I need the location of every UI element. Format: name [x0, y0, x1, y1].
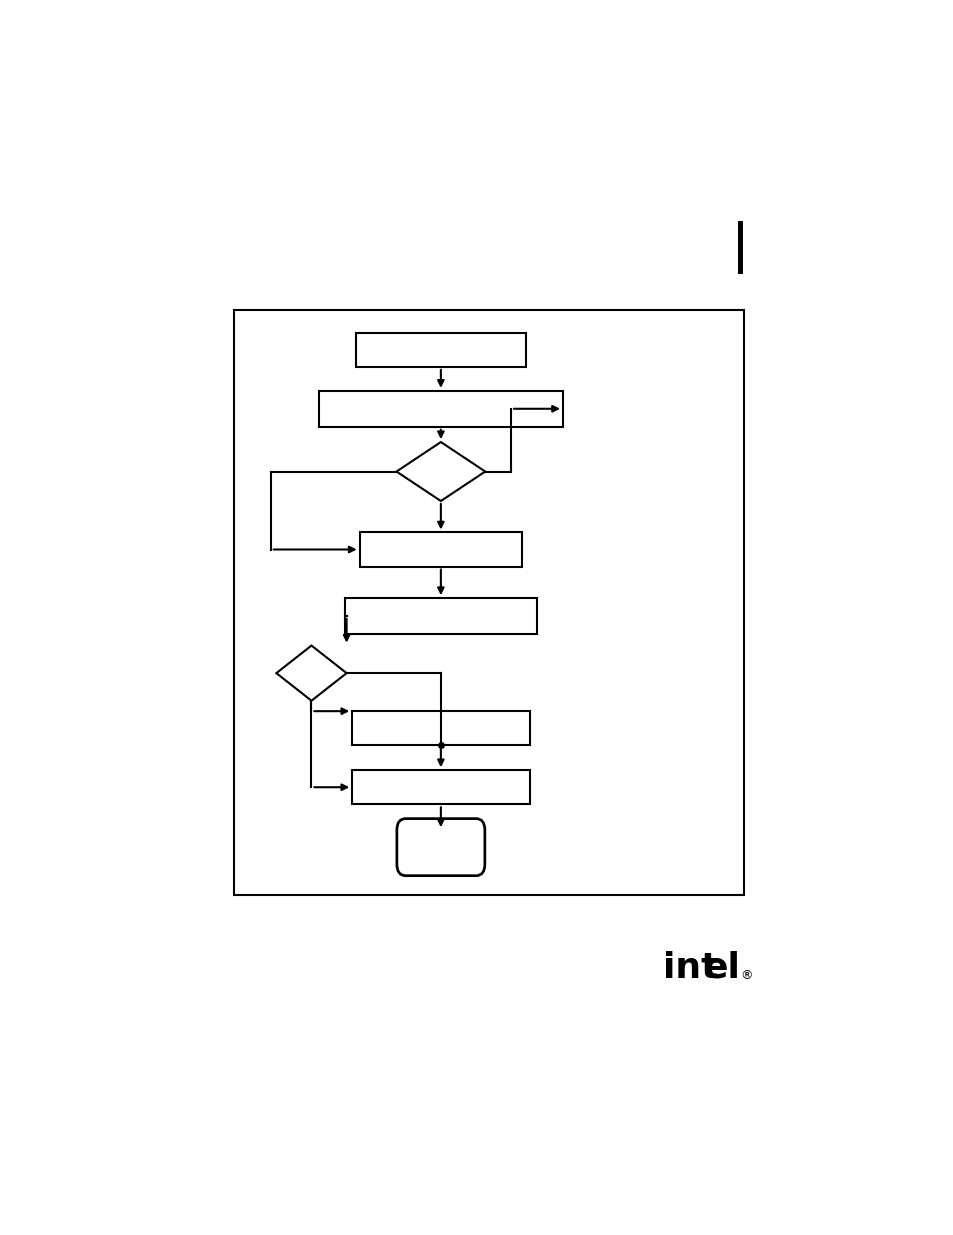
- FancyBboxPatch shape: [355, 332, 525, 367]
- FancyBboxPatch shape: [352, 711, 529, 746]
- Text: el: el: [702, 951, 740, 986]
- FancyBboxPatch shape: [318, 390, 562, 427]
- FancyBboxPatch shape: [352, 771, 529, 804]
- Polygon shape: [276, 646, 346, 700]
- Text: ®: ®: [740, 969, 752, 982]
- FancyBboxPatch shape: [233, 310, 743, 894]
- FancyBboxPatch shape: [738, 221, 741, 274]
- Text: int: int: [662, 951, 718, 986]
- FancyBboxPatch shape: [359, 532, 521, 567]
- Polygon shape: [396, 442, 485, 501]
- FancyBboxPatch shape: [344, 598, 537, 634]
- FancyBboxPatch shape: [396, 819, 484, 876]
